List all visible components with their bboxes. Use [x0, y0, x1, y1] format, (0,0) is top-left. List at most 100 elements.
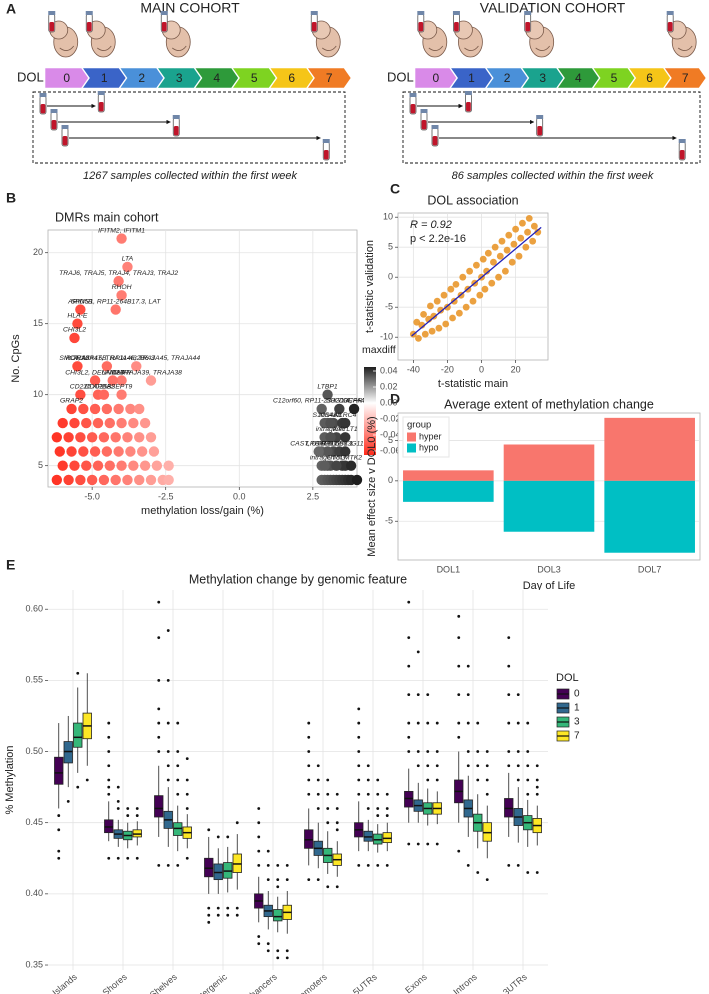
- data-point: [515, 252, 523, 260]
- data-point: [51, 474, 63, 486]
- legend-label: 0: [574, 689, 580, 700]
- tube-cap: [310, 11, 318, 15]
- fetus-limb: [172, 45, 187, 51]
- outlier: [435, 764, 439, 768]
- data-point: [89, 446, 101, 457]
- bar: [604, 417, 695, 481]
- fetus-icon: [524, 11, 555, 58]
- box: [154, 795, 164, 818]
- fetus-icon: [48, 11, 79, 58]
- data-point: [340, 446, 351, 457]
- box: [273, 909, 283, 922]
- outlier: [266, 942, 270, 946]
- outlier: [107, 750, 111, 753]
- bar: [503, 480, 595, 532]
- outlier: [335, 885, 339, 889]
- outlier: [357, 792, 361, 796]
- x-tick-label: 5UTRs: [351, 971, 379, 994]
- data-point: [113, 446, 124, 457]
- tube-cap: [452, 11, 460, 15]
- outlier: [376, 807, 380, 810]
- colorbar-tick-label: -0.06: [380, 445, 401, 455]
- outlier: [376, 814, 380, 817]
- data-point: [110, 432, 121, 443]
- outlier: [316, 807, 320, 810]
- outlier: [57, 828, 61, 832]
- data-point: [104, 460, 116, 471]
- outlier: [416, 842, 420, 846]
- data-point: [122, 261, 133, 273]
- point-label: SEPT9: [111, 384, 133, 391]
- x-tick-label: 0: [479, 364, 484, 374]
- day-label: 0: [432, 71, 439, 85]
- point-label: IFITM2, IFITM1: [98, 227, 145, 234]
- day-label: 6: [646, 71, 653, 85]
- outlier: [207, 906, 211, 910]
- data-point: [113, 403, 124, 415]
- outlier: [185, 778, 189, 782]
- outlier: [516, 778, 520, 782]
- outlier: [235, 913, 239, 917]
- point-label: SH2D3C: [326, 398, 353, 405]
- x-tick-label: Islands: [51, 971, 80, 994]
- x-tick-label: DOL1: [437, 564, 461, 574]
- data-point: [455, 309, 463, 317]
- outlier: [285, 863, 289, 867]
- day-chevron: [44, 67, 89, 89]
- fetus-icon: [160, 11, 191, 58]
- day-label: 4: [575, 71, 582, 85]
- point-label: TRAJA47, TRAJA46, TRAJA45, TRAJA44: [72, 355, 200, 362]
- data-point: [75, 304, 86, 315]
- outlier: [407, 600, 411, 604]
- outlier: [457, 693, 461, 697]
- outlier: [376, 778, 380, 782]
- outlier: [335, 828, 339, 832]
- fetus-icon: [452, 11, 483, 58]
- tube-cap: [524, 11, 532, 15]
- outlier: [126, 856, 130, 860]
- outlier: [526, 764, 530, 768]
- outlier: [407, 664, 411, 668]
- point-label: XXYLT1: [332, 426, 358, 433]
- data-point: [51, 432, 63, 443]
- cohort-title: MAIN COHORT: [140, 0, 240, 16]
- outlier: [316, 878, 320, 882]
- panel-label: A: [6, 1, 16, 17]
- outlier: [307, 792, 311, 796]
- outlier: [457, 721, 461, 725]
- x-tick-label: 0.0: [233, 491, 246, 501]
- outlier: [176, 721, 180, 725]
- data-point: [63, 474, 74, 486]
- outlier: [335, 807, 339, 810]
- point-label: CDC25B: [85, 384, 112, 391]
- data-point: [122, 432, 133, 443]
- cohort-caption: 86 samples collected within the first we…: [452, 170, 654, 182]
- outlier: [457, 735, 461, 739]
- outlier: [485, 878, 489, 882]
- day-chevron: [306, 67, 352, 89]
- day-chevron: [592, 67, 636, 89]
- outlier: [316, 764, 320, 768]
- data-point: [86, 432, 98, 443]
- outlier: [126, 807, 130, 810]
- outlier: [507, 750, 511, 753]
- outlier: [516, 693, 520, 697]
- outlier: [166, 764, 170, 768]
- outlier: [207, 828, 211, 832]
- outlier: [157, 636, 161, 640]
- outlier: [457, 636, 461, 640]
- outlier: [476, 871, 480, 874]
- outlier: [207, 913, 211, 917]
- tube-blood: [40, 104, 46, 114]
- outlier: [266, 849, 270, 853]
- tube-blood: [454, 22, 459, 32]
- chart-title: DMRs main cohort: [55, 210, 159, 224]
- outlier: [416, 750, 420, 753]
- day-chevron: [450, 67, 493, 89]
- outlier: [435, 842, 439, 846]
- x-tick-label: 20: [511, 364, 521, 374]
- x-tick-label: Intergenic: [192, 971, 229, 994]
- point-label: GRAP2: [60, 398, 83, 405]
- tube-blood: [161, 22, 167, 32]
- data-point: [72, 318, 83, 329]
